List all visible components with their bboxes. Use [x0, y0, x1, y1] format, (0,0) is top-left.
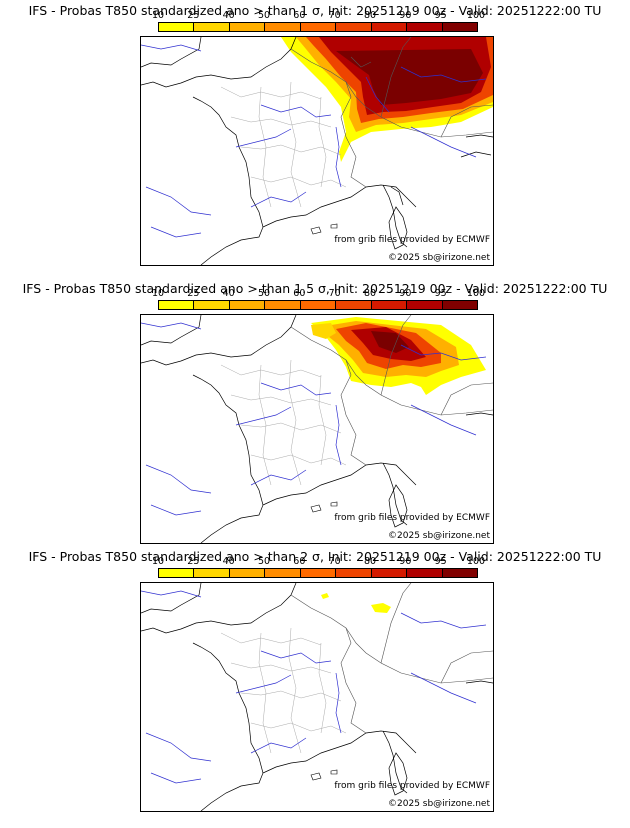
colorbar-tick-label: 80: [363, 10, 377, 21]
colorbar-segment: [371, 301, 408, 309]
colorbar-segment: [336, 301, 372, 309]
colorbar-tick-label: 80: [363, 288, 377, 299]
colorbar-segment: [194, 23, 230, 31]
colorbar-tick-label: 50: [257, 556, 271, 567]
colorbar-segment: [407, 23, 443, 31]
colorbar-tick-label: 25: [187, 288, 200, 299]
colorbar-tick-label: 10: [151, 288, 165, 299]
map-svg: [141, 37, 493, 265]
colorbar-tick-label: 95: [434, 10, 447, 21]
colorbar-segment: [442, 569, 477, 577]
colorbar-tick-label: 10: [151, 10, 165, 21]
coastlines: [141, 315, 493, 543]
map-view[interactable]: from grib files provided by ECMWF ©2025 …: [140, 314, 494, 544]
colorbar-segment: [371, 569, 408, 577]
rivers: [141, 322, 487, 516]
colorbar-tick-label: 100: [466, 288, 486, 299]
map-panel-2: IFS - Probas T850 standardized ano > tha…: [0, 282, 630, 552]
colorbar-tick-label: 100: [466, 10, 486, 21]
colorbar-segment: [159, 23, 195, 31]
rivers: [141, 44, 487, 238]
map-panel-1: IFS - Probas T850 standardized ano > tha…: [0, 4, 630, 274]
colorbar-tick-label: 10: [151, 556, 165, 567]
colorbar-segment: [442, 301, 477, 309]
colorbar-segment: [229, 569, 266, 577]
islands: [310, 223, 338, 235]
colorbar: [158, 300, 478, 310]
colorbar-segment: [194, 301, 230, 309]
colorbar-segment: [336, 569, 372, 577]
copyright-credit: ©2025 sb@irizone.net: [388, 531, 490, 541]
colorbar-tick-label: 90: [399, 288, 412, 299]
map-panel-3: IFS - Probas T850 standardized ano > tha…: [0, 550, 630, 820]
data-source-credit: from grib files provided by ECMWF: [334, 235, 490, 245]
map-svg: [141, 315, 493, 543]
colorbar-tick-label: 60: [293, 556, 306, 567]
colorbar-tick-label: 70: [328, 10, 341, 21]
colorbar-tick-label: 70: [328, 556, 341, 567]
colorbar-segment: [265, 569, 301, 577]
colorbar-segment: [229, 301, 266, 309]
country-borders: [290, 583, 493, 734]
map-svg: [141, 583, 493, 811]
colorbar-segment: [300, 23, 337, 31]
colorbar-segment: [300, 569, 337, 577]
probability-field: [311, 317, 486, 395]
panel-title: IFS - Probas T850 standardized ano > tha…: [22, 281, 608, 296]
copyright-credit: ©2025 sb@irizone.net: [388, 253, 490, 263]
data-source-credit: from grib files provided by ECMWF: [334, 781, 490, 791]
colorbar-segment: [300, 301, 337, 309]
colorbar-tick-label: 50: [257, 288, 271, 299]
colorbar-ticks: 10 25 40 50 60 70 80 90 95 100: [152, 288, 485, 300]
colorbar: [158, 568, 478, 578]
regional-borders: [220, 359, 347, 486]
colorbar-ticks: 10 25 40 50 60 70 80 90 95 100: [152, 10, 485, 22]
rivers: [141, 590, 487, 784]
colorbar: [158, 22, 478, 32]
colorbar-segment: [407, 301, 443, 309]
map-view[interactable]: from grib files provided by ECMWF ©2025 …: [140, 582, 494, 812]
data-source-credit: from grib files provided by ECMWF: [334, 513, 490, 523]
regional-borders: [220, 627, 347, 754]
colorbar-tick-label: 40: [222, 556, 235, 567]
colorbar-segment: [265, 23, 301, 31]
colorbar-segment: [442, 23, 477, 31]
panel-title: IFS - Probas T850 standardized ano > tha…: [28, 549, 602, 564]
panel-title: IFS - Probas T850 standardized ano > tha…: [28, 3, 602, 18]
colorbar-ticks: 10 25 40 50 60 70 80 90 95 100: [152, 556, 485, 568]
colorbar-segment: [159, 301, 195, 309]
colorbar-tick-label: 60: [293, 288, 306, 299]
coastlines: [141, 583, 493, 811]
colorbar-tick-label: 95: [434, 556, 447, 567]
colorbar-tick-label: 90: [399, 10, 412, 21]
country-borders: [290, 315, 493, 466]
map-view[interactable]: from grib files provided by ECMWF ©2025 …: [140, 36, 494, 266]
colorbar-tick-label: 100: [466, 556, 486, 567]
colorbar-segment: [371, 23, 408, 31]
probability-field: [321, 593, 391, 613]
colorbar-tick-label: 40: [222, 288, 235, 299]
colorbar-tick-label: 95: [434, 288, 447, 299]
colorbar-tick-label: 90: [399, 556, 412, 567]
colorbar-segment: [229, 23, 266, 31]
colorbar-tick-label: 60: [293, 10, 306, 21]
islands: [310, 501, 338, 513]
colorbar-tick-label: 80: [363, 556, 377, 567]
colorbar-segment: [336, 23, 372, 31]
colorbar-tick-label: 70: [328, 288, 341, 299]
colorbar-tick-label: 25: [187, 10, 200, 21]
islands: [310, 769, 338, 781]
colorbar-segment: [407, 569, 443, 577]
probability-field: [281, 37, 493, 162]
country-borders: [290, 37, 493, 188]
coastlines: [141, 37, 493, 265]
colorbar-segment: [159, 569, 195, 577]
colorbar-segment: [194, 569, 230, 577]
copyright-credit: ©2025 sb@irizone.net: [388, 799, 490, 809]
colorbar-segment: [265, 301, 301, 309]
colorbar-tick-label: 50: [257, 10, 271, 21]
colorbar-tick-label: 25: [187, 556, 200, 567]
regional-borders: [220, 81, 347, 208]
colorbar-tick-label: 40: [222, 10, 235, 21]
